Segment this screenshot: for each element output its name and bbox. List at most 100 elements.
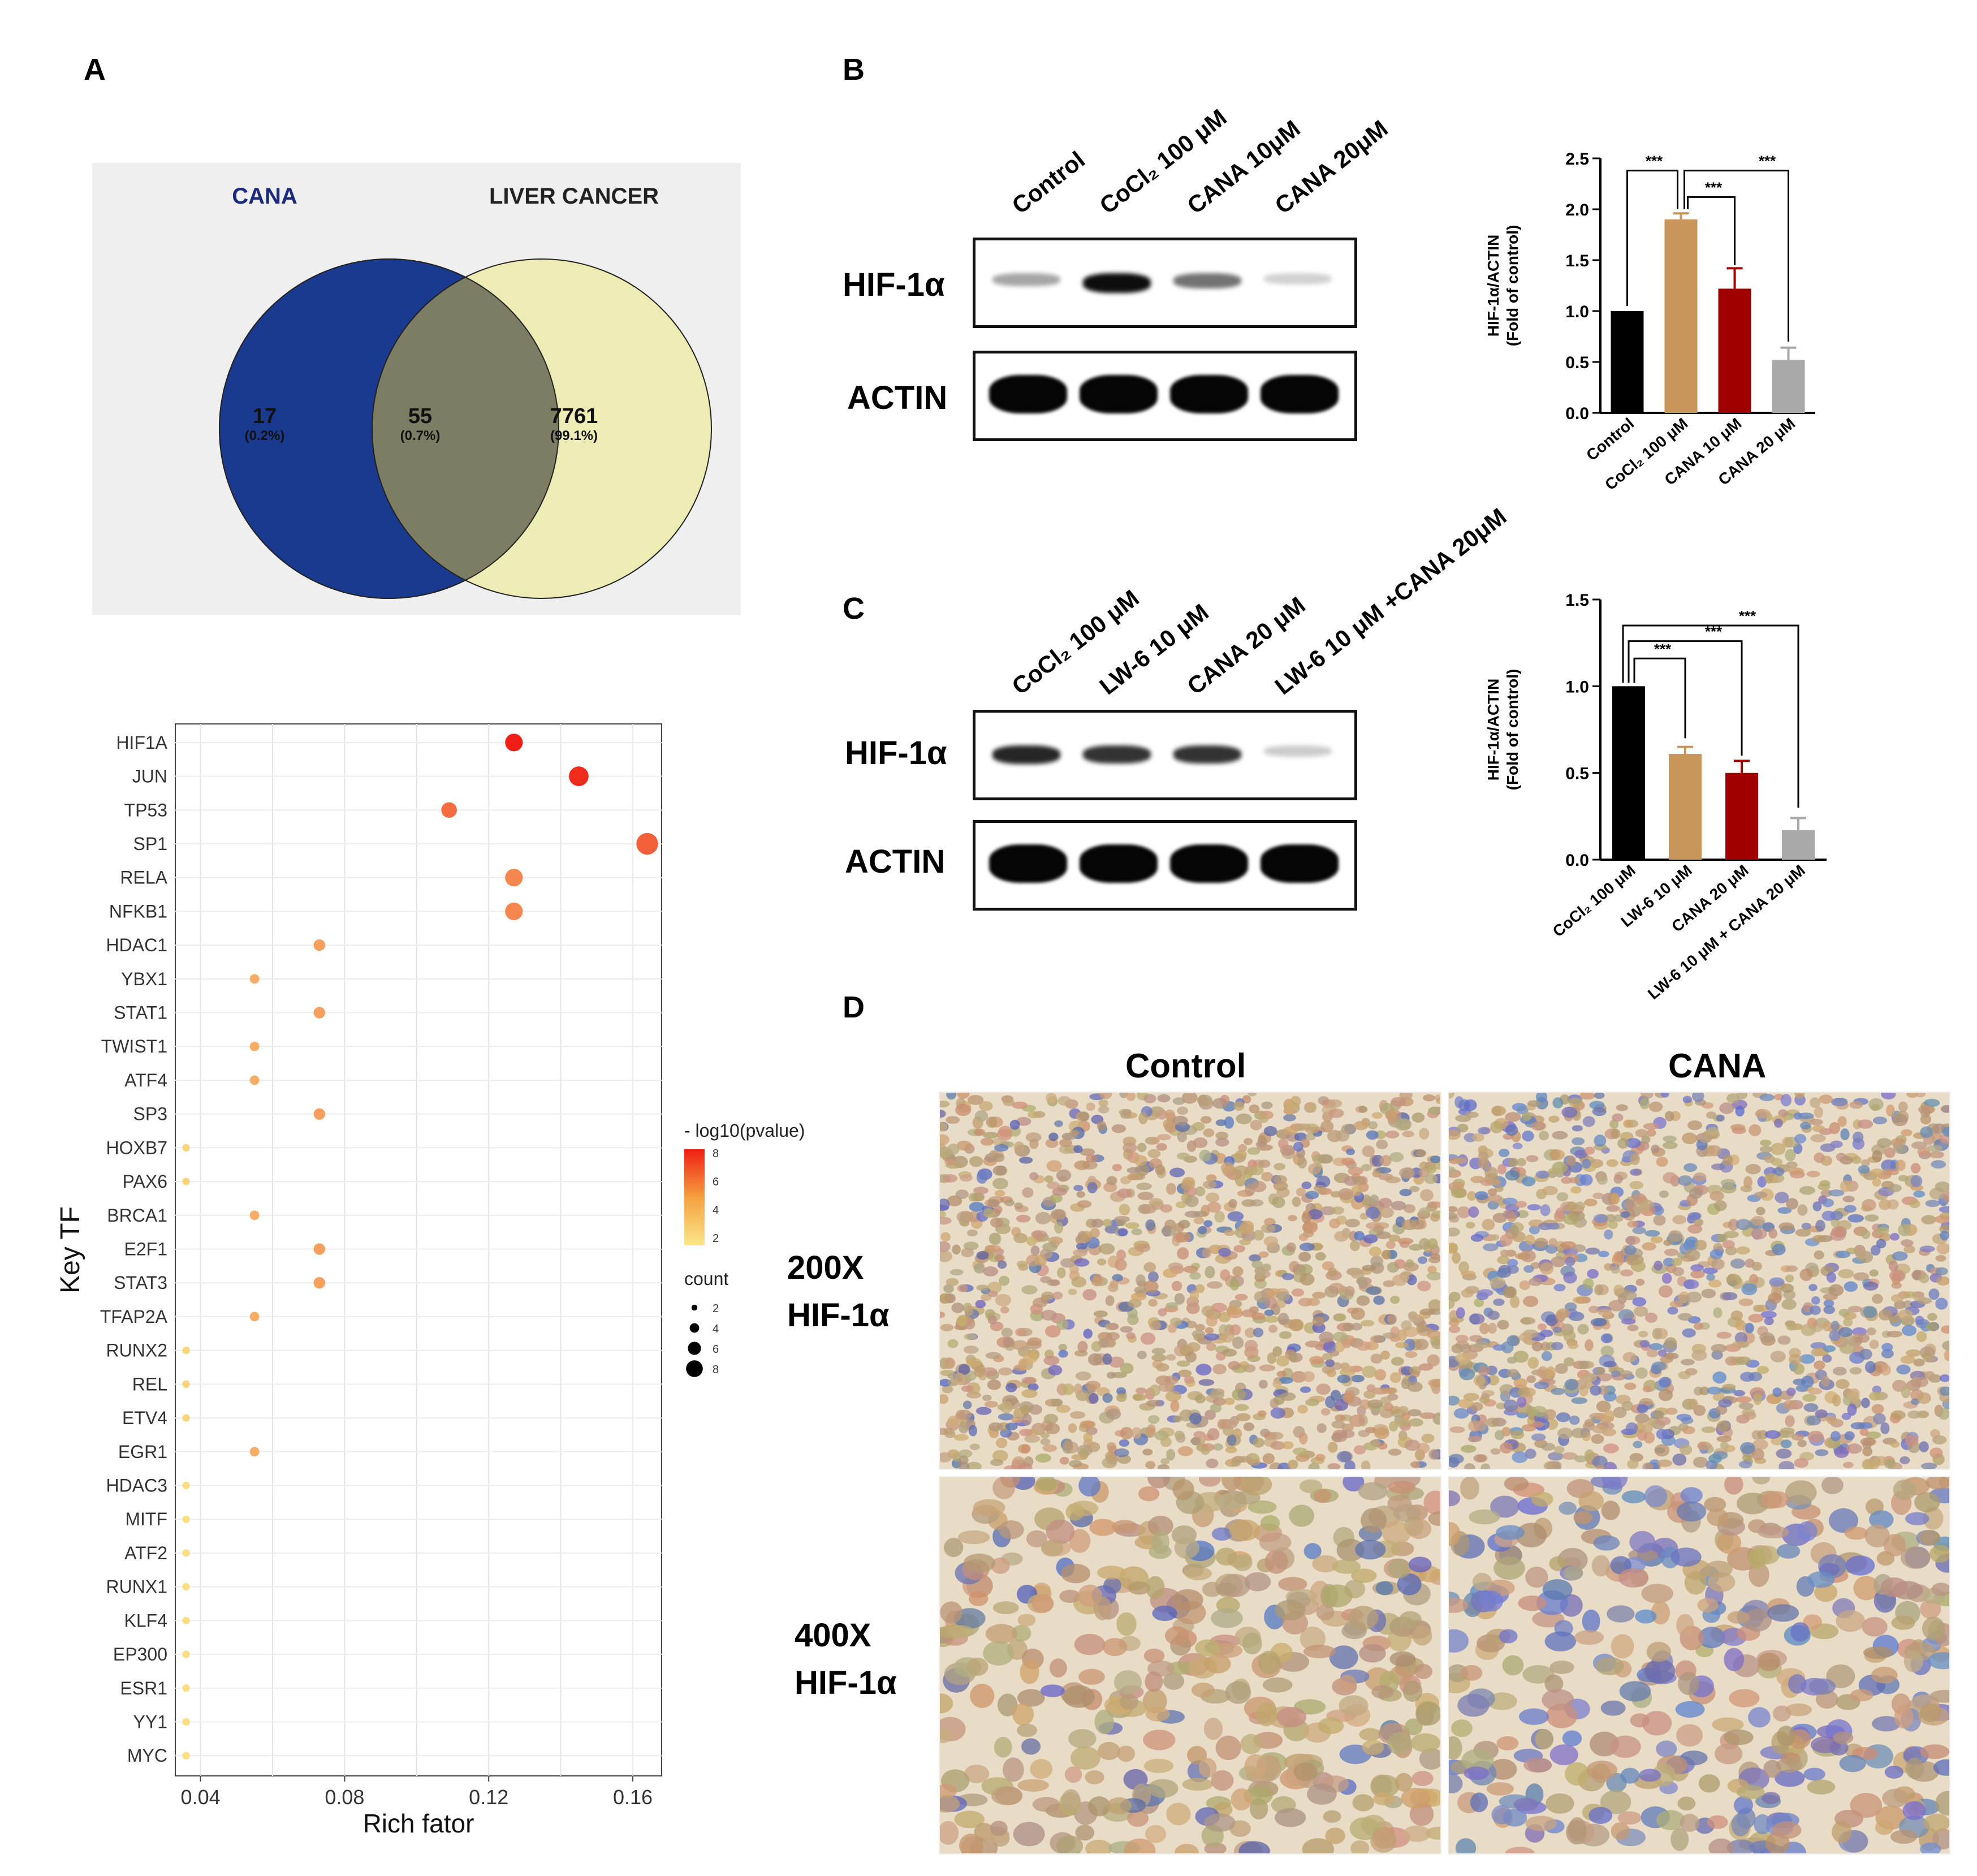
cell-nucleus	[1389, 1651, 1416, 1667]
cell-nucleus	[1132, 1393, 1147, 1401]
cell-nucleus	[1307, 1209, 1323, 1220]
cell-nucleus	[1052, 1187, 1068, 1196]
cell-nucleus	[1173, 1415, 1182, 1422]
cell-nucleus	[1174, 1430, 1185, 1440]
cell-nucleus	[1341, 1365, 1356, 1373]
cell-nucleus	[1616, 1104, 1628, 1111]
cell-nucleus	[1760, 1310, 1777, 1319]
cell-nucleus	[947, 1416, 960, 1428]
cell-nucleus	[1594, 1135, 1607, 1147]
cell-nucleus	[1654, 1260, 1663, 1271]
sig-bracket	[1687, 196, 1736, 265]
cell-nucleus	[1312, 1292, 1326, 1299]
cell-nucleus	[1693, 1456, 1708, 1468]
cell-nucleus	[1127, 1314, 1139, 1326]
cell-nucleus	[1905, 1435, 1919, 1447]
cell-nucleus	[1772, 1821, 1802, 1839]
cell-nucleus	[1505, 1170, 1520, 1181]
cell-nucleus	[994, 1254, 1005, 1262]
cell-nucleus	[1527, 1100, 1541, 1107]
cell-nucleus	[1564, 1378, 1578, 1391]
cell-nucleus	[1461, 1749, 1494, 1772]
cell-nucleus	[1166, 1183, 1177, 1195]
cell-nucleus	[1573, 1296, 1588, 1304]
cell-nucleus	[1565, 1762, 1590, 1786]
cell-nucleus	[1563, 1330, 1576, 1343]
cell-nucleus	[1074, 1160, 1090, 1170]
cell-nucleus	[1411, 1112, 1425, 1123]
y-tick-label: 1.0	[1565, 303, 1589, 321]
cell-nucleus	[1318, 1717, 1344, 1735]
cell-nucleus	[1369, 1247, 1382, 1257]
cell-nucleus	[1716, 1435, 1732, 1443]
cell-nucleus	[1920, 1599, 1941, 1619]
cell-nucleus	[1759, 1145, 1773, 1153]
actin-band	[1261, 375, 1339, 413]
cell-nucleus	[1298, 1264, 1313, 1275]
cell-nucleus	[958, 1364, 970, 1375]
cell-nucleus	[997, 1693, 1018, 1717]
cell-nucleus	[1829, 1330, 1841, 1342]
cell-nucleus	[1862, 1446, 1873, 1456]
cell-nucleus	[1878, 1199, 1892, 1210]
cell-nucleus	[1449, 1426, 1465, 1433]
cell-nucleus	[1184, 1567, 1212, 1581]
cell-nucleus	[1479, 1396, 1490, 1404]
cell-nucleus	[1603, 1361, 1617, 1368]
cell-nucleus	[1327, 1463, 1341, 1470]
cell-nucleus	[1836, 1153, 1847, 1162]
cell-nucleus	[1875, 1820, 1894, 1835]
cell-nucleus	[1300, 1627, 1326, 1651]
cell-nucleus	[1164, 1626, 1189, 1645]
cell-nucleus	[961, 1385, 974, 1392]
cell-nucleus	[1551, 1387, 1565, 1395]
cell-nucleus	[1754, 1191, 1768, 1198]
cell-nucleus	[1428, 1256, 1441, 1263]
cell-nucleus	[1108, 1323, 1119, 1330]
tf-bubble-chart: HIF1A JUN TP53 SP1 RELA NFKB1 HDAC1 YBX1 STAT1 TW…	[45, 718, 826, 1844]
cell-nucleus	[1228, 1361, 1241, 1370]
cell-nucleus	[1871, 1404, 1884, 1414]
cell-nucleus	[1644, 1230, 1660, 1237]
cell-nucleus	[1319, 1331, 1334, 1343]
cell-nucleus	[1866, 1431, 1881, 1439]
cell-nucleus	[940, 1323, 954, 1331]
cell-nucleus	[1611, 1266, 1621, 1274]
cell-nucleus	[1234, 1150, 1247, 1159]
cell-nucleus	[1603, 1443, 1619, 1454]
cell-nucleus	[1798, 1112, 1814, 1119]
cell-nucleus	[1556, 1412, 1570, 1422]
cell-nucleus	[1864, 1214, 1879, 1222]
cell-nucleus	[1030, 1245, 1040, 1256]
cell-nucleus	[1630, 1260, 1646, 1272]
cell-nucleus	[1457, 1123, 1469, 1133]
cell-nucleus	[1786, 1323, 1797, 1331]
cell-nucleus	[1707, 1815, 1728, 1829]
cell-nucleus	[1351, 1568, 1377, 1583]
cell-nucleus	[1419, 1308, 1436, 1316]
cell-nucleus	[1227, 1434, 1237, 1446]
cell-nucleus	[1898, 1175, 1909, 1181]
cell-nucleus	[957, 1284, 968, 1292]
cell-nucleus	[1185, 1321, 1197, 1329]
cell-nucleus	[940, 1232, 951, 1242]
cell-nucleus	[1635, 1367, 1648, 1379]
cell-nucleus	[1611, 1193, 1620, 1205]
cell-nucleus	[1158, 1381, 1173, 1392]
cell-nucleus	[1250, 1119, 1262, 1131]
cell-nucleus	[1458, 1261, 1469, 1274]
cell-nucleus	[1723, 1729, 1754, 1745]
cell-nucleus	[1215, 1131, 1229, 1140]
cell-nucleus	[1366, 1130, 1379, 1140]
cell-nucleus	[1639, 1340, 1650, 1348]
cell-nucleus	[1871, 1104, 1880, 1111]
cell-nucleus	[1205, 1266, 1215, 1279]
cell-nucleus	[1335, 1129, 1350, 1142]
cell-nucleus	[1646, 1349, 1659, 1358]
cell-nucleus	[1685, 1249, 1700, 1261]
data-point	[505, 869, 523, 887]
cell-nucleus	[1767, 1604, 1799, 1622]
cell-nucleus	[1353, 1121, 1369, 1131]
cell-nucleus	[1381, 1387, 1396, 1394]
cell-nucleus	[1504, 1476, 1529, 1491]
